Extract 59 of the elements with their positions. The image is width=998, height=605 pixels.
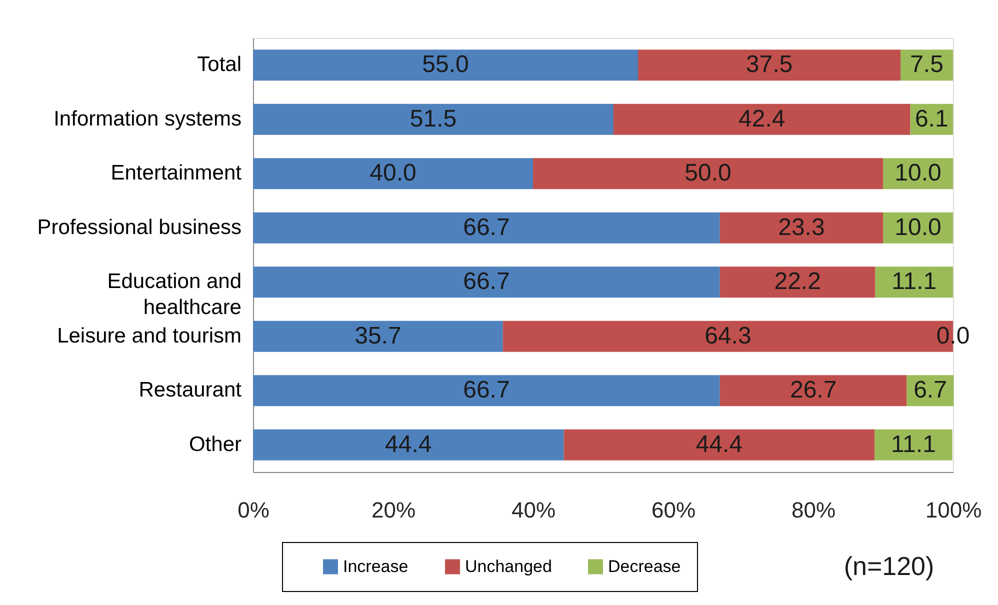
y-tick-label: Total — [197, 53, 242, 76]
bar — [638, 50, 900, 81]
data-label: 23.3 — [778, 214, 825, 241]
data-label: 6.1 — [914, 105, 948, 132]
data-label: 66.7 — [463, 268, 510, 296]
bar — [720, 266, 876, 298]
bar — [253, 266, 720, 298]
bar — [900, 50, 953, 81]
data-label: 6.7 — [914, 376, 947, 404]
y-tick-label: Information systems — [54, 107, 242, 130]
data-label: 11.1 — [892, 268, 937, 296]
data-label: 40.0 — [370, 160, 416, 187]
bar — [253, 212, 720, 244]
legend-label: Increase — [343, 556, 408, 576]
data-label: 42.4 — [738, 105, 786, 132]
y-tick-label: Restaurant — [138, 378, 242, 402]
data-label: 26.7 — [790, 376, 837, 404]
data-label: 10.0 — [894, 214, 942, 241]
data-label: 66.7 — [463, 214, 510, 241]
data-label: 37.5 — [746, 51, 793, 78]
bar — [253, 50, 638, 81]
bar — [614, 104, 910, 135]
x-tick-label: 80% — [791, 498, 836, 522]
bar — [564, 429, 875, 460]
x-tick-label: 40% — [511, 498, 556, 522]
bar — [533, 158, 883, 190]
bar — [253, 320, 503, 352]
data-label: 22.2 — [774, 268, 821, 296]
data-label: 44.4 — [385, 430, 432, 458]
data-label: 50.0 — [684, 160, 732, 187]
x-tick-label: 20% — [371, 498, 416, 522]
bar — [875, 266, 953, 298]
y-tick-label: Entertainment — [110, 162, 242, 185]
bar — [720, 375, 907, 406]
y-tick-label: Professional business — [37, 216, 242, 239]
bar — [253, 375, 720, 406]
data-label: 64.3 — [704, 322, 752, 350]
y-tick-label: Leisure and tourism — [57, 324, 242, 348]
data-label: 44.4 — [696, 430, 743, 458]
legend-label: Decrease — [608, 556, 681, 576]
x-tick-label: 0% — [238, 498, 270, 522]
x-tick-label: 60% — [651, 498, 696, 522]
data-label: 51.5 — [410, 105, 457, 132]
y-tick-label: Education and healthcare — [107, 270, 242, 320]
data-label: 66.7 — [463, 376, 510, 404]
legend-label: Unchanged — [465, 556, 552, 576]
data-label: 35.7 — [354, 322, 402, 350]
text: (n=120) — [844, 551, 934, 581]
bar — [720, 212, 883, 244]
data-label: 10.0 — [894, 160, 942, 187]
x-tick-label: 100% — [925, 498, 982, 522]
y-tick-label: Other — [188, 432, 242, 456]
bar — [253, 104, 614, 135]
data-label: 55.0 — [422, 51, 469, 78]
data-label: 7.5 — [910, 51, 944, 78]
bar — [253, 429, 564, 460]
bar — [253, 158, 533, 190]
data-label: 11.1 — [890, 430, 936, 458]
bar — [874, 429, 952, 460]
